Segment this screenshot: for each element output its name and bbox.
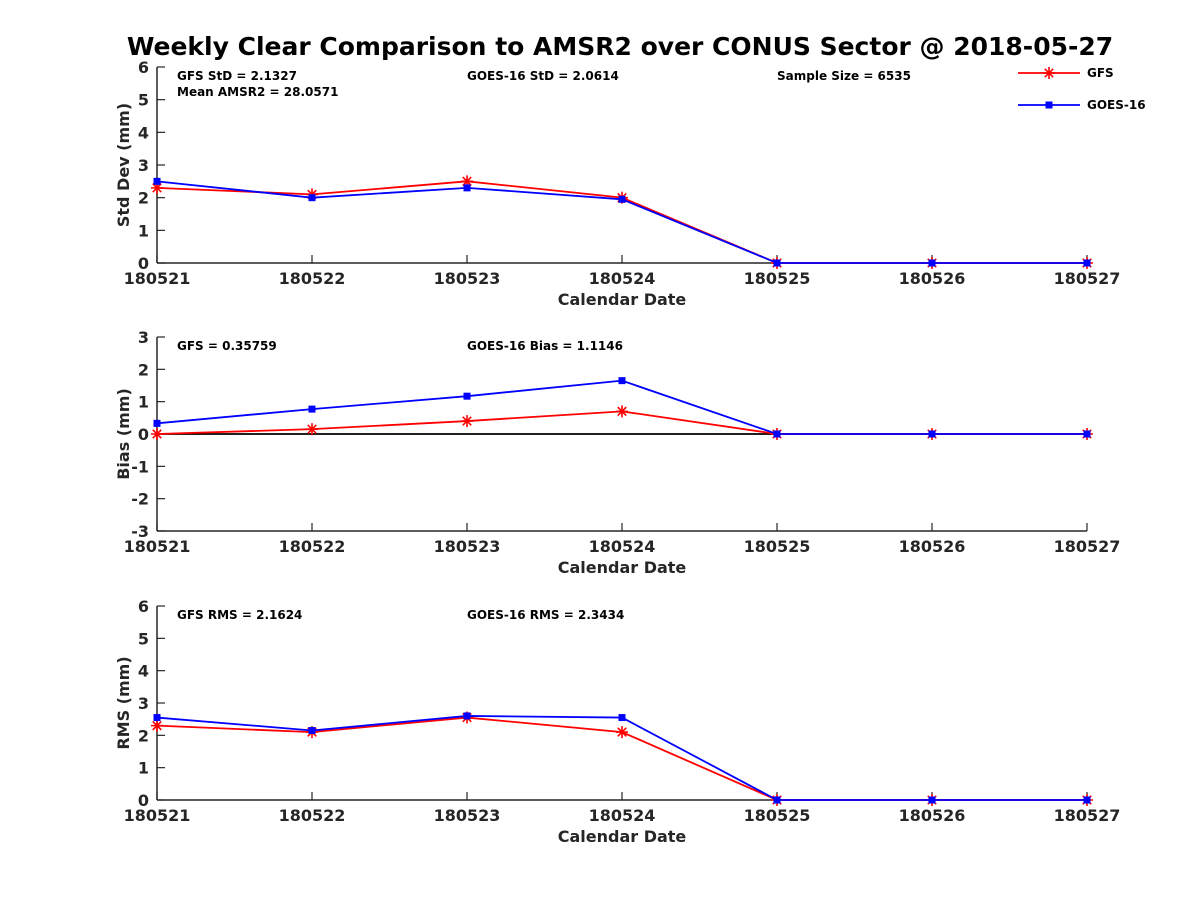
x-axis-label: Calendar Date [558, 827, 687, 846]
gfs-point-marker [151, 428, 163, 440]
y-tick-label: 4 [138, 123, 149, 142]
gfs-point-marker [616, 726, 628, 739]
legend: GFS GOES-16 [1018, 66, 1146, 112]
x-tick-label: 180521 [124, 806, 191, 825]
goes-16-point-marker [463, 712, 471, 720]
mean-amsr2-annotation: Mean AMSR2 = 28.0571 [177, 85, 338, 99]
goes-16-point-marker [773, 796, 781, 804]
y-axis-label: RMS (mm) [114, 656, 133, 749]
goes-16-point-marker [308, 194, 316, 202]
goes-16-point-marker [153, 419, 161, 427]
x-tick-label: 180522 [279, 537, 346, 556]
gfs-point-marker [616, 405, 628, 418]
goes-16-point-marker [153, 714, 161, 722]
gfs-point-marker [461, 175, 473, 188]
x-axis-label: Calendar Date [558, 558, 687, 577]
x-tick-label: 180526 [899, 269, 966, 288]
goes-16-point-marker [928, 430, 936, 438]
goes-16-point-marker [618, 377, 626, 385]
gfs-stat-annotation: GFS = 0.35759 [177, 339, 277, 353]
y-tick-label: -3 [131, 522, 149, 541]
x-tick-label: 180525 [744, 537, 811, 556]
x-tick-label: 180522 [279, 269, 346, 288]
gfs-stat-annotation: GFS RMS = 2.1624 [177, 608, 302, 622]
y-tick-label: 1 [138, 759, 149, 778]
goes-16-point-marker [928, 796, 936, 804]
goes-16-point-marker [1083, 259, 1091, 267]
legend-star-marker [1043, 67, 1055, 79]
goes-16-point-marker [618, 195, 626, 203]
y-tick-label: 3 [138, 694, 149, 713]
y-tick-label: 0 [138, 425, 149, 444]
goes-16-point-marker [773, 430, 781, 438]
std-dev-panel: 0 1 2 3 4 5 6 180521 180522 180523 180524 180525 180… [114, 58, 1120, 309]
legend-label: GOES-16 [1087, 98, 1146, 112]
x-tick-label: 180523 [434, 806, 501, 825]
y-tick-label: 5 [138, 91, 149, 110]
y-axis-label: Std Dev (mm) [114, 103, 133, 227]
x-tick-label: 180526 [899, 806, 966, 825]
goes-16-point-marker [308, 726, 316, 734]
y-tick-label: 0 [138, 254, 149, 273]
goes-16-point-marker [1083, 796, 1091, 804]
goes-16-point-marker [153, 177, 161, 185]
x-tick-label: 180521 [124, 269, 191, 288]
x-tick-label: 180521 [124, 537, 191, 556]
y-tick-label: 3 [138, 328, 149, 347]
x-tick-label: 180524 [589, 806, 656, 825]
y-tick-label: 3 [138, 156, 149, 175]
x-axis-label: Calendar Date [558, 290, 687, 309]
y-tick-label: 2 [138, 189, 149, 208]
goes-16-stat-annotation: GOES-16 Bias = 1.1146 [467, 339, 623, 353]
goes-16-point-marker [463, 184, 471, 192]
goes-16-point-marker [463, 392, 471, 400]
gfs-stat-annotation: GFS StD = 2.1327 [177, 69, 297, 83]
y-tick-label: 2 [138, 360, 149, 379]
goes-16-point-marker [1083, 430, 1091, 438]
y-tick-label: -2 [131, 490, 149, 509]
y-tick-label: 5 [138, 629, 149, 648]
y-tick-label: 1 [138, 221, 149, 240]
legend-square-marker [1045, 101, 1053, 109]
x-tick-label: 180526 [899, 537, 966, 556]
y-tick-label: 0 [138, 791, 149, 810]
goes-16-point-marker [928, 259, 936, 267]
goes-16-point-marker [773, 259, 781, 267]
x-tick-label: 180523 [434, 537, 501, 556]
figure-title: Weekly Clear Comparison to AMSR2 over CO… [127, 32, 1113, 61]
y-tick-label: -1 [131, 457, 149, 476]
sample-size-annotation: Sample Size = 6535 [777, 69, 911, 83]
x-tick-label: 180523 [434, 269, 501, 288]
x-tick-label: 180527 [1054, 537, 1121, 556]
y-tick-label: 6 [138, 597, 149, 616]
x-tick-label: 180524 [589, 537, 656, 556]
goes-16-stat-annotation: GOES-16 RMS = 2.3434 [467, 608, 624, 622]
goes-16-point-marker [618, 714, 626, 722]
x-tick-label: 180525 [744, 806, 811, 825]
y-tick-label: 4 [138, 662, 149, 681]
y-axis-label: Bias (mm) [114, 388, 133, 480]
rms-panel: 0 1 2 3 4 5 6 180521 180522 180523 180524 180525 180… [114, 597, 1120, 846]
goes-16-stat-annotation: GOES-16 StD = 2.0614 [467, 69, 619, 83]
gfs-point-marker [306, 423, 318, 436]
gfs-point-marker [461, 415, 473, 428]
x-tick-label: 180522 [279, 806, 346, 825]
x-tick-label: 180527 [1054, 806, 1121, 825]
gfs-point-marker [151, 181, 163, 194]
bias-panel: -3 -2 -1 0 1 2 3 180521 180522 180523 180524 180525… [114, 328, 1120, 577]
goes-16-point-marker [308, 405, 316, 413]
x-tick-label: 180524 [589, 269, 656, 288]
x-tick-label: 180525 [744, 269, 811, 288]
legend-label: GFS [1087, 66, 1114, 80]
x-tick-label: 180527 [1054, 269, 1121, 288]
gfs-point-marker [151, 719, 163, 732]
y-tick-label: 2 [138, 726, 149, 745]
y-tick-label: 1 [138, 393, 149, 412]
y-tick-label: 6 [138, 58, 149, 77]
